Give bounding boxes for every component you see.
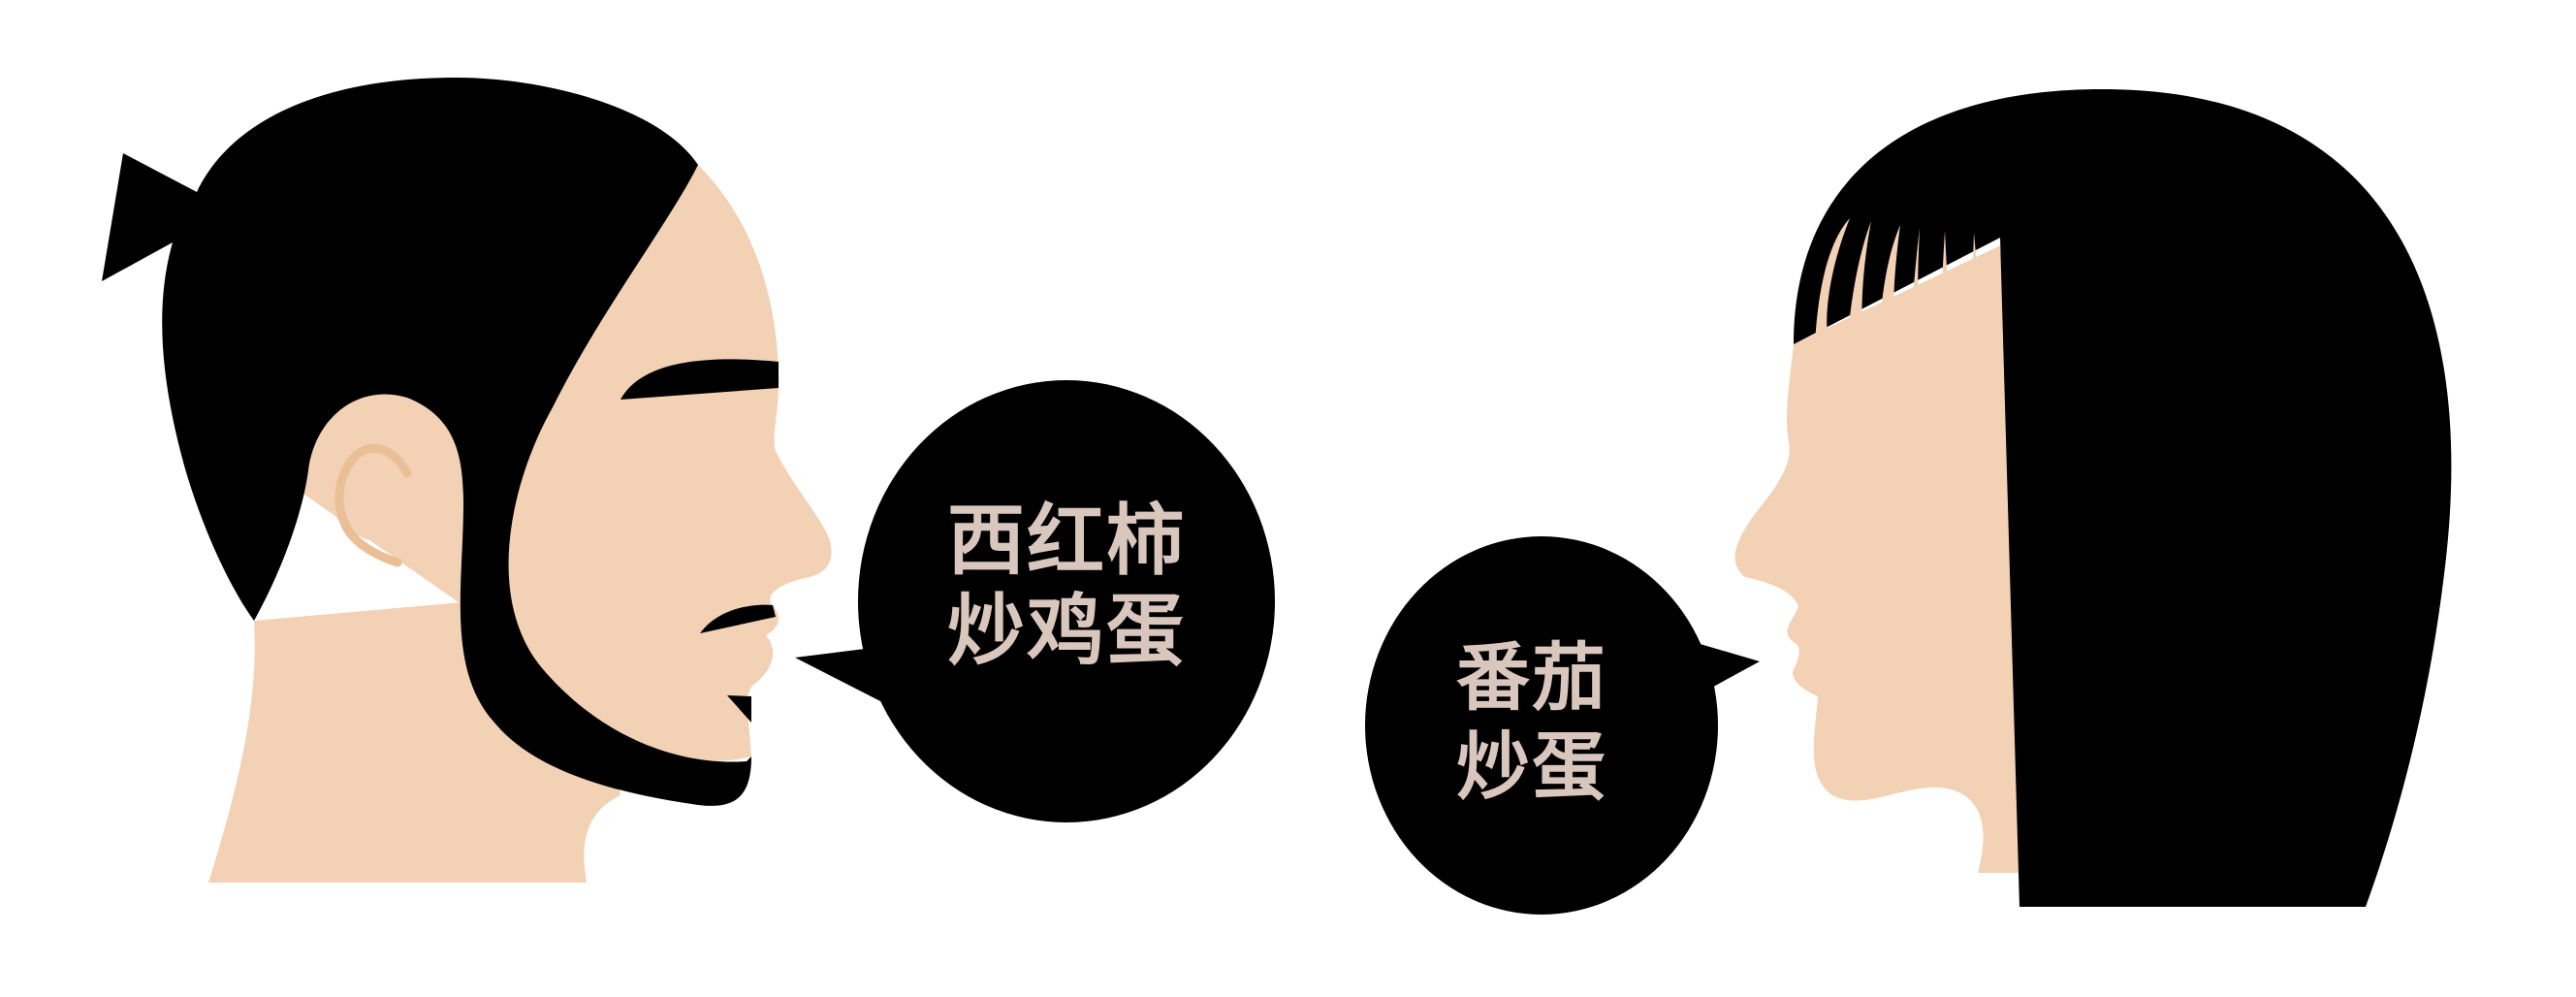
right-person-face <box>1734 242 2026 873</box>
left-person-ear <box>311 383 456 543</box>
right-person-bang-gap-1 <box>1815 218 1850 344</box>
right-person-bang-gap-5 <box>1941 231 1955 344</box>
right-person-hair <box>1794 88 2452 908</box>
right-person-bang-gap-4 <box>1910 228 1924 344</box>
right-person-bang-gap-2 <box>1847 221 1871 344</box>
left-person-mouth <box>700 604 776 633</box>
right-bubble-line2: 炒蛋 <box>1456 724 1607 810</box>
left-bubble-line2: 炒鸡蛋 <box>947 586 1186 676</box>
right-bubble-body <box>1365 536 1718 915</box>
left-person-hair <box>102 78 751 806</box>
right-person-bang-gap-7 <box>1997 238 2002 344</box>
right-person-bang-gap-3 <box>1879 225 1900 344</box>
left-bubble-body <box>858 380 1275 822</box>
left-bubble-line1: 西红柿 <box>947 496 1186 586</box>
left-person-ear-inner <box>334 443 412 567</box>
left-person-beard <box>727 695 751 723</box>
right-bubble-tail <box>1687 640 1760 691</box>
left-bubble-tail <box>795 648 884 703</box>
left-speech-bubble: 西红柿 炒鸡蛋 <box>795 380 1275 822</box>
left-person-eyebrow <box>620 359 779 400</box>
right-person-bang-gap-6 <box>1970 233 1984 344</box>
right-speech-bubble: 番茄 炒蛋 <box>1365 536 1760 915</box>
right-bubble-line1: 番茄 <box>1456 634 1607 721</box>
right-person <box>1734 88 2452 908</box>
left-person <box>102 78 832 883</box>
